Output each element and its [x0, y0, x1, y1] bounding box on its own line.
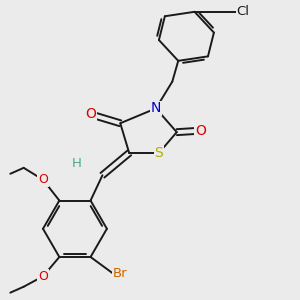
- Text: O: O: [38, 173, 48, 186]
- Text: N: N: [151, 101, 161, 116]
- Text: Cl: Cl: [236, 5, 249, 18]
- Text: Br: Br: [113, 267, 128, 280]
- Text: O: O: [38, 270, 48, 283]
- Text: H: H: [72, 157, 82, 170]
- Text: O: O: [195, 124, 206, 138]
- Text: O: O: [85, 107, 96, 121]
- Text: S: S: [154, 146, 163, 160]
